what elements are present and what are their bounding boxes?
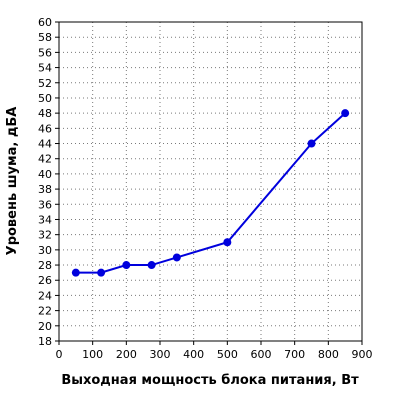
y-tick-label: 38 (38, 183, 52, 196)
x-tick-label: 200 (116, 348, 137, 361)
x-tick-label: 500 (217, 348, 238, 361)
data-point (147, 261, 156, 270)
data-point (341, 109, 350, 118)
x-axis-ticks: 0 100 200 300 400 500 600 700 800 900 (56, 341, 373, 361)
data-point (172, 253, 181, 262)
series (71, 109, 350, 277)
y-tick-label: 58 (38, 31, 52, 44)
y-tick-label: 60 (38, 16, 52, 29)
y-tick-label: 28 (38, 259, 52, 272)
axes (58, 21, 363, 342)
x-tick-label: 600 (251, 348, 272, 361)
y-tick-label: 52 (38, 77, 52, 90)
x-tick-label: 100 (82, 348, 103, 361)
y-tick-label: 24 (38, 289, 52, 302)
y-tick-label: 44 (38, 138, 52, 151)
x-tick-label: 0 (56, 348, 63, 361)
y-tick-label: 18 (38, 335, 52, 348)
y-tick-label: 50 (38, 92, 52, 105)
data-point (71, 268, 80, 277)
y-tick-label: 48 (38, 107, 52, 120)
plot-frame (58, 21, 363, 342)
series-line (75, 112, 346, 274)
data-point (307, 139, 316, 148)
data-point (223, 238, 232, 247)
y-tick-label: 32 (38, 229, 52, 242)
x-tick-label: 700 (284, 348, 305, 361)
y-tick-label: 34 (38, 213, 52, 226)
y-tick-label: 56 (38, 46, 52, 59)
x-tick-label: 400 (183, 348, 204, 361)
data-point (122, 261, 131, 270)
y-tick-label: 40 (38, 168, 52, 181)
x-tick-label: 900 (352, 348, 373, 361)
x-axis-title: Выходная мощность блока питания, Вт (61, 373, 359, 388)
x-tick-label: 800 (318, 348, 339, 361)
data-point (97, 268, 106, 277)
y-tick-label: 22 (38, 305, 52, 318)
y-axis-title: Уровень шума, дБА (5, 107, 20, 256)
y-tick-label: 26 (38, 274, 52, 287)
x-tick-label: 300 (150, 348, 171, 361)
y-tick-label: 30 (38, 244, 52, 257)
y-tick-label: 20 (38, 320, 52, 333)
y-tick-label: 36 (38, 198, 52, 211)
y-axis-ticks: 18 20 22 24 26 28 30 32 34 36 38 40 42 44 46 48 50 52 54 56… (38, 16, 59, 348)
y-tick-label: 42 (38, 153, 52, 166)
y-tick-label: 46 (38, 122, 52, 135)
y-tick-label: 54 (38, 62, 52, 75)
